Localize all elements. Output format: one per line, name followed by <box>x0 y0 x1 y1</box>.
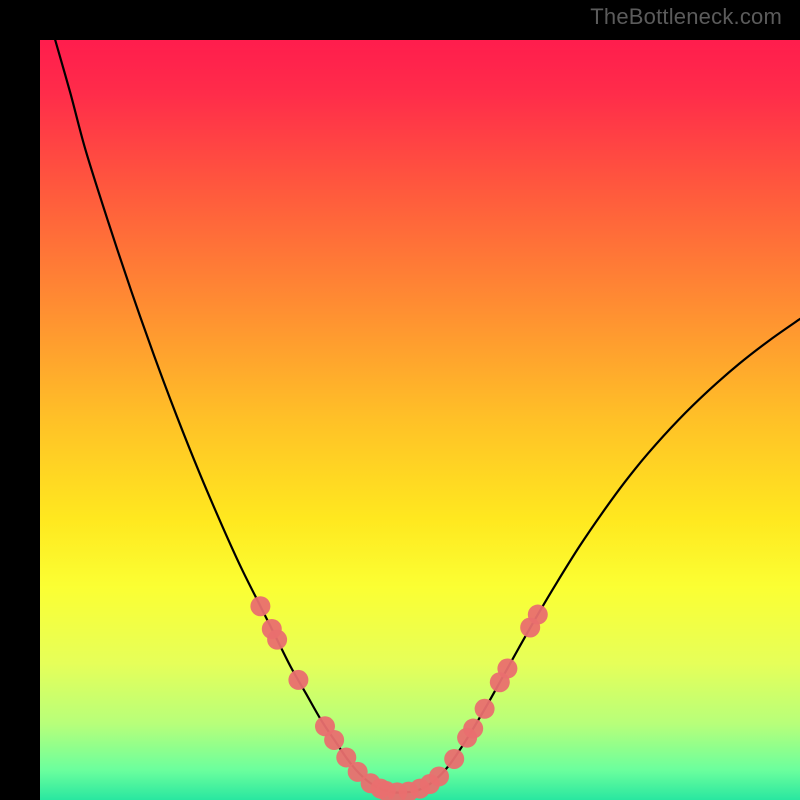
chart-stage: TheBottleneck.com <box>0 0 800 800</box>
watermark-text: TheBottleneck.com <box>590 4 782 30</box>
plot-gradient-background <box>40 40 800 800</box>
